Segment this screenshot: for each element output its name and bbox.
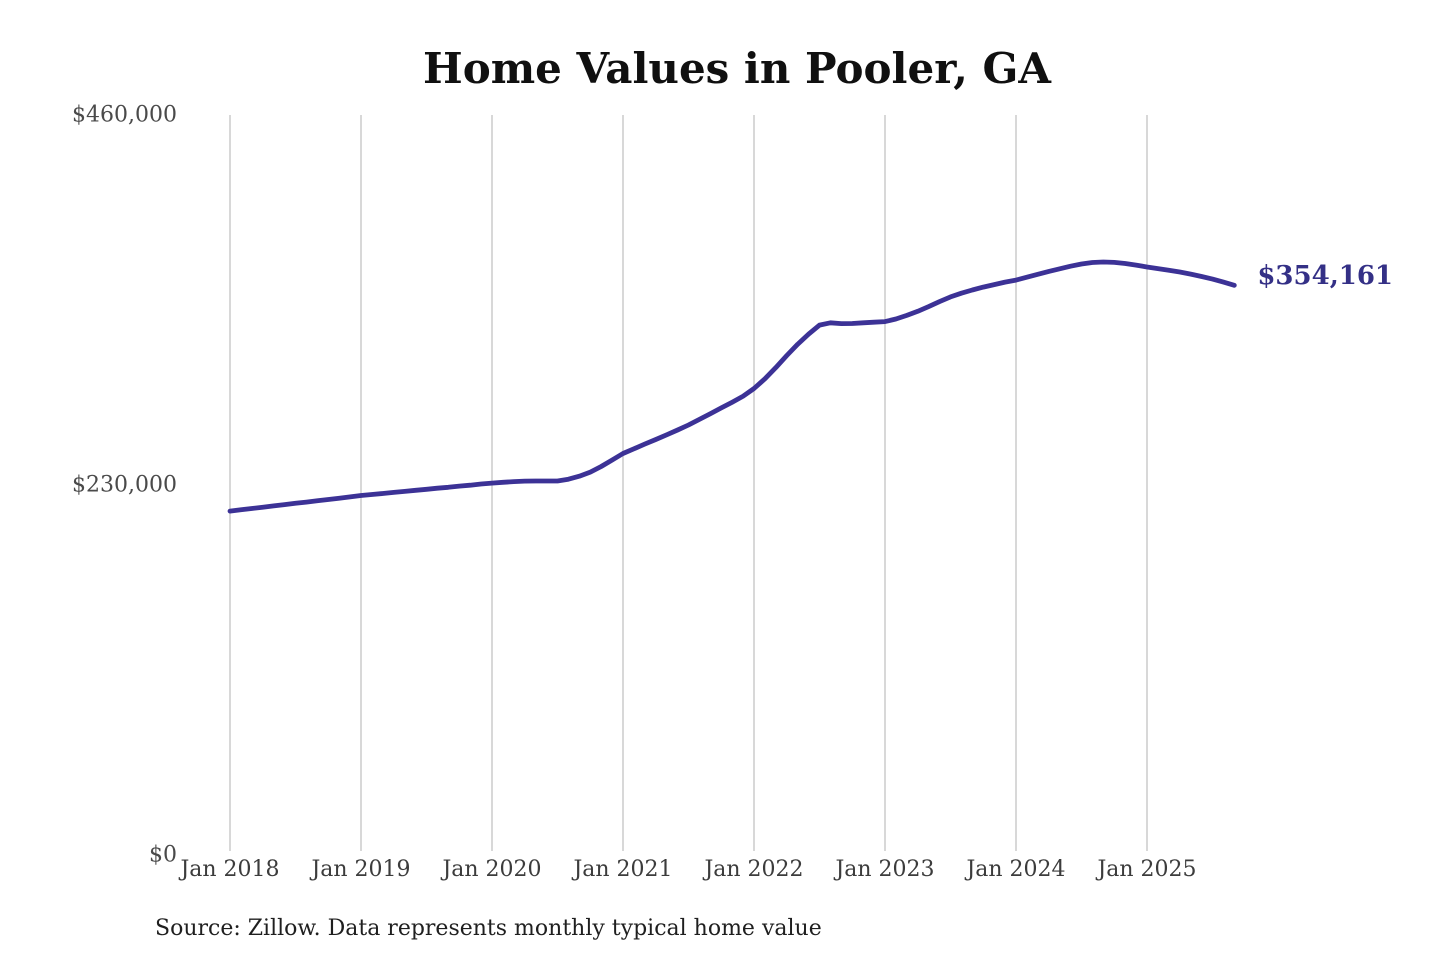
y-axis-tick-label: $460,000 xyxy=(72,102,177,128)
y-axis-tick-label: $0 xyxy=(149,842,177,868)
source-note: Source: Zillow. Data represents monthly … xyxy=(155,916,822,941)
x-axis-tick-label: Jan 2025 xyxy=(1097,857,1197,882)
y-axis-tick-label: $230,000 xyxy=(72,472,177,498)
x-axis-tick-label: Jan 2023 xyxy=(835,857,935,882)
latest-value-label: $354,161 xyxy=(1257,261,1394,292)
x-axis-tick-label: Jan 2019 xyxy=(311,857,411,882)
x-axis-tick-label: Jan 2022 xyxy=(704,857,804,882)
x-axis-tick-label: Jan 2018 xyxy=(180,857,280,882)
x-axis-tick-label: Jan 2021 xyxy=(573,857,673,882)
chart-title: Home Values in Pooler, GA xyxy=(423,44,1051,93)
x-axis-tick-label: Jan 2020 xyxy=(442,857,542,882)
x-axis-tick-label: Jan 2024 xyxy=(966,857,1066,882)
home-value-line xyxy=(227,259,1237,514)
